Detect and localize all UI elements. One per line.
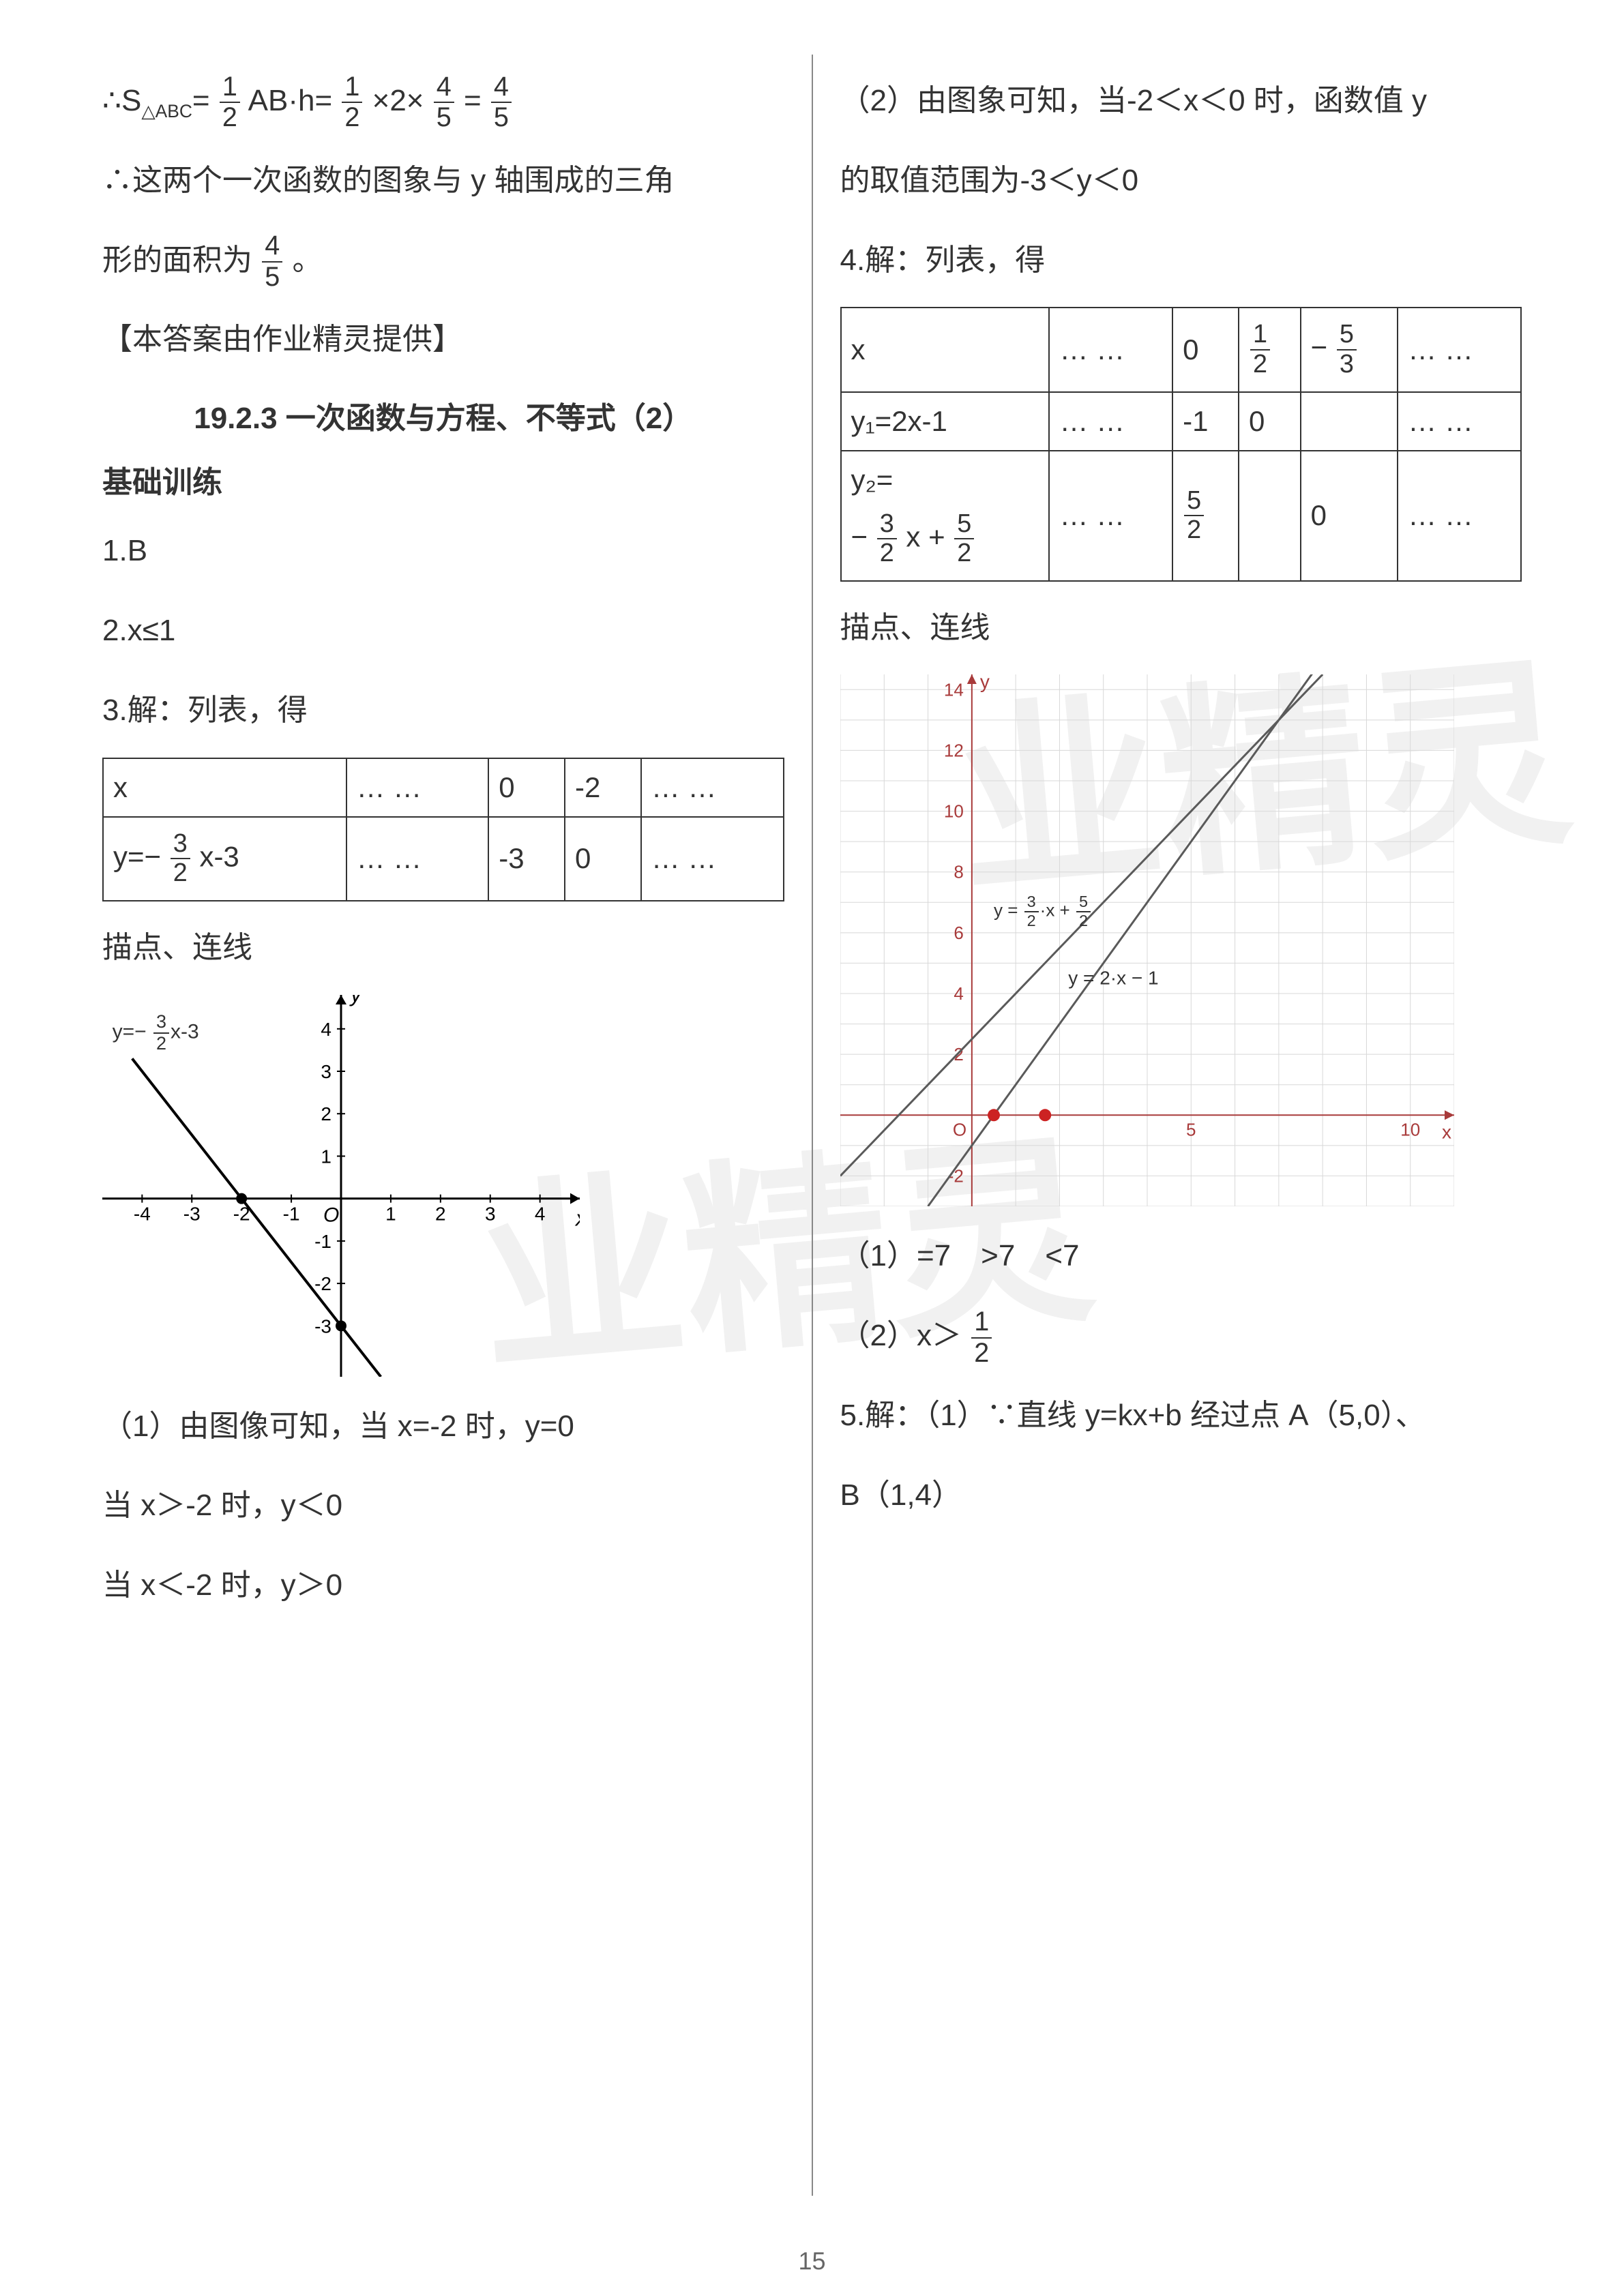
table-row: y=− 32 x-3 … … -3 0 … … — [103, 817, 784, 901]
table-row: y₁=2x-1 … … -1 0 … … — [841, 392, 1522, 451]
svg-text:14: 14 — [943, 680, 963, 700]
svg-text:-2: -2 — [314, 1273, 331, 1294]
svg-text:3: 3 — [321, 1061, 331, 1082]
svg-text:y = 2·x − 1: y = 2·x − 1 — [1068, 968, 1158, 989]
table-q4: x … … 0 12 − 53 … … y₁=2x-1 … … -1 0 … … — [840, 307, 1522, 581]
svg-text:1: 1 — [321, 1146, 331, 1167]
svg-text:2: 2 — [954, 1045, 963, 1065]
column-divider — [812, 55, 813, 2196]
answer-4-1: （1）=7 >7 <7 — [840, 1223, 1522, 1289]
text-line: （2）由图象可知，当-2＜x＜0 时，函数值 y — [840, 68, 1522, 134]
svg-text:2: 2 — [435, 1203, 446, 1224]
answer-4-intro: 4.解：列表，得 — [840, 228, 1522, 294]
plot-caption: 描点、连线 — [102, 915, 784, 981]
equation-s-abc: ∴S△ABC= 12 AB·h= 12 ×2× 45 = 45 — [102, 68, 784, 134]
answer-2: 2.x≤1 — [102, 598, 784, 664]
text-line: ∴这两个一次函数的图象与 y 轴围成的三角 — [102, 148, 784, 214]
basic-training-heading: 基础训练 — [102, 458, 784, 501]
answer-5-b: B（1,4） — [840, 1463, 1522, 1529]
answer-3-2: 当 x＞-2 时，y＜0 — [102, 1473, 784, 1539]
answer-3-intro: 3.解：列表，得 — [102, 678, 784, 744]
left-column: ∴S△ABC= 12 AB·h= 12 ×2× 45 = 45 ∴这两个一次函数… — [82, 55, 805, 2196]
svg-text:-4: -4 — [134, 1203, 151, 1224]
answer-3-3: 当 x＜-2 时，y＞0 — [102, 1553, 784, 1619]
svg-text:-3: -3 — [183, 1203, 201, 1224]
svg-text:-3: -3 — [314, 1315, 331, 1337]
table-row: x … … 0 -2 … … — [103, 758, 784, 817]
section-title: 19.2.3 一次函数与方程、不等式（2） — [102, 393, 784, 437]
table-row: x … … 0 12 − 53 … … — [841, 308, 1522, 391]
answer-5-intro: 5.解：（1）∵直线 y=kx+b 经过点 A（5,0）、 — [840, 1383, 1522, 1449]
svg-text:-1: -1 — [283, 1203, 300, 1224]
svg-text:y: y — [349, 995, 363, 1007]
svg-text:10: 10 — [1400, 1120, 1420, 1140]
svg-text:6: 6 — [954, 923, 963, 943]
table-row: y₂= − 32 x + 52 … … 52 0 … … — [841, 451, 1522, 581]
svg-text:1: 1 — [385, 1203, 396, 1224]
svg-text:x: x — [1442, 1122, 1451, 1143]
plot-caption: 描点、连线 — [840, 595, 1522, 661]
table-q3: x … … 0 -2 … … y=− 32 x-3 … … -3 0 … … — [102, 758, 784, 901]
svg-text:3: 3 — [485, 1203, 496, 1224]
text-line: 形的面积为 45 。 — [102, 228, 784, 294]
svg-text:x: x — [574, 1206, 580, 1230]
right-column: （2）由图象可知，当-2＜x＜0 时，函数值 y 的取值范围为-3＜y＜0 4.… — [820, 55, 1543, 2196]
svg-text:O: O — [952, 1120, 966, 1140]
svg-text:-1: -1 — [314, 1230, 331, 1251]
page-number: 15 — [798, 2247, 825, 2276]
graph-q4: 5102468101214-2xyOy = 2·x − 1y = 32·x + … — [840, 674, 1522, 1210]
svg-text:y: y — [979, 674, 989, 692]
graph-q3: -4-3-2-11234-3-2-11234xyOy=− 32x-3 — [102, 995, 784, 1380]
svg-text:8: 8 — [954, 862, 963, 882]
svg-text:5: 5 — [1186, 1120, 1196, 1140]
svg-text:4: 4 — [535, 1203, 546, 1224]
answer-4-2: （2）x＞ 12 — [840, 1303, 1522, 1369]
answer-3-1: （1）由图像可知，当 x=-2 时，y=0 — [102, 1394, 784, 1460]
svg-text:O: O — [323, 1204, 339, 1226]
credit-line: 【本答案由作业精灵提供】 — [102, 307, 784, 373]
answer-1: 1.B — [102, 518, 784, 584]
svg-text:4: 4 — [321, 1018, 331, 1039]
svg-text:2: 2 — [321, 1103, 331, 1124]
svg-text:4: 4 — [954, 983, 963, 1004]
svg-text:12: 12 — [943, 741, 963, 761]
svg-text:10: 10 — [943, 801, 963, 822]
text-line: 的取值范围为-3＜y＜0 — [840, 148, 1522, 214]
